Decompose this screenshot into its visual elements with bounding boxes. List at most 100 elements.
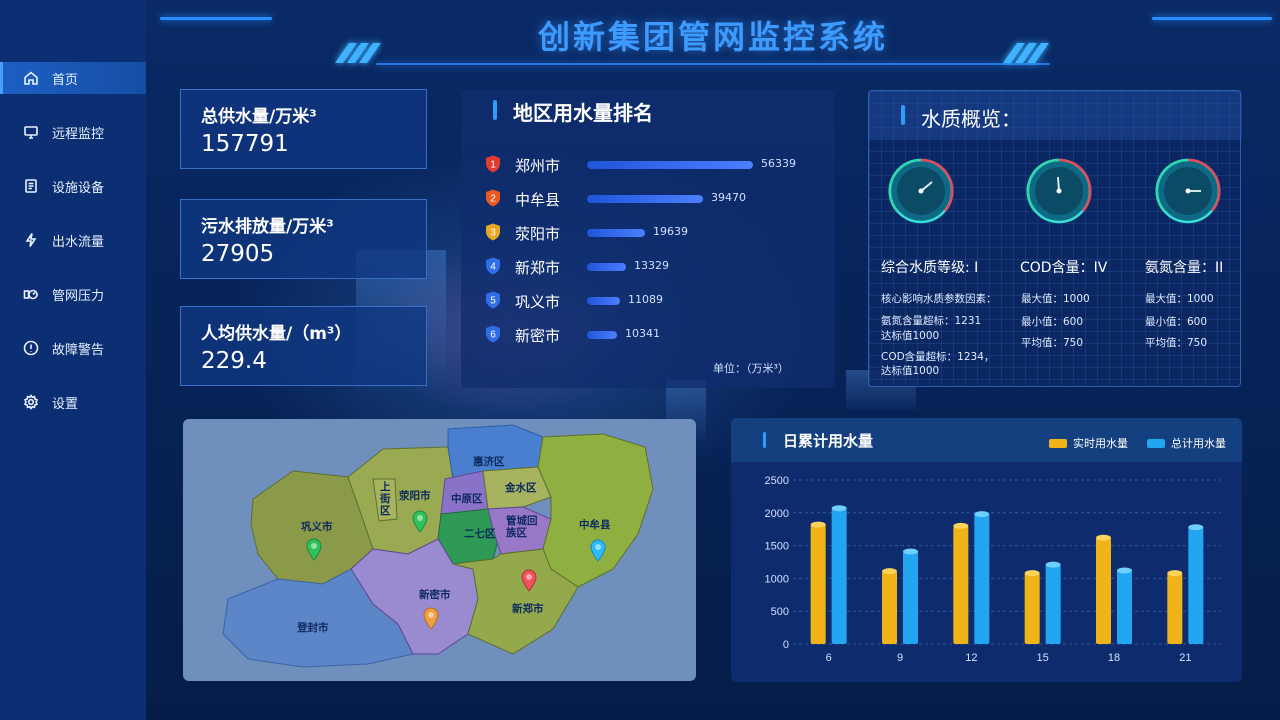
map-marker-gongyi[interactable]	[305, 537, 323, 561]
quality-stat: 平均值：750	[1021, 337, 1084, 349]
header-decor-line	[376, 63, 1050, 65]
map-region-jinshui[interactable]	[482, 466, 552, 510]
sidebar-item-label: 首页	[52, 72, 79, 88]
svg-text:6: 6	[490, 330, 496, 341]
map-marker-xinzheng[interactable]	[520, 568, 538, 592]
ranking-city: 郑州市	[515, 157, 561, 175]
bar	[974, 514, 990, 644]
sidebar-item-facilities[interactable]: 设施设备	[0, 170, 146, 202]
chart-title: 日累计用水量	[783, 432, 874, 450]
bar	[1117, 570, 1132, 644]
map-region-zhongmou[interactable]	[537, 433, 654, 588]
sidebar-item-remote-monitor[interactable]: 远程监控	[0, 116, 146, 148]
x-tick-label: 12	[965, 652, 977, 664]
header: 创新集团管网监控系统	[146, 0, 1280, 70]
title-accent-bar	[493, 100, 497, 120]
sidebar-item-fault-alert[interactable]: 故障警告	[0, 332, 146, 364]
water-quality-title: 水质概览：	[921, 107, 1021, 131]
stat-label: 人均供水量/（m³）	[201, 324, 352, 344]
ranking-bar	[587, 229, 645, 237]
quality-note: 核心影响水质参数因素：	[881, 293, 997, 305]
ranking-row[interactable]: 5 巩义市 11089	[485, 288, 825, 314]
quality-note: 达标值1000	[881, 330, 940, 342]
gauge-cod	[1026, 158, 1092, 224]
ranking-row[interactable]: 6 新密市 10341	[485, 322, 825, 348]
bar	[810, 524, 826, 644]
svg-text:1: 1	[490, 160, 496, 171]
quality-stat: 最小值：600	[1021, 316, 1084, 328]
quality-stat: 最小值：600	[1145, 316, 1208, 328]
bar	[1188, 527, 1204, 644]
bar-cap	[1045, 561, 1061, 568]
ranking-bar	[587, 297, 620, 305]
ranking-row[interactable]: 4 新郑市 13329	[485, 254, 825, 280]
title-accent-bar	[763, 432, 766, 448]
bar	[903, 551, 918, 644]
bar-cap	[903, 548, 918, 555]
ranking-row[interactable]: 1 郑州市 56339	[485, 152, 825, 178]
stat-card-total-supply: 总供水量/万米³ 157791	[180, 89, 427, 169]
region-map[interactable]: 惠济区 上街区 荥阳市 中原区 金水区 巩义市 二七区 管城回族区 中牟县 新密…	[183, 419, 696, 681]
bar	[1096, 537, 1111, 644]
ranking-row[interactable]: 2 中牟县 39470	[485, 186, 825, 212]
bar-cap	[974, 511, 990, 518]
quality-stat: 最大值：1000	[1145, 293, 1214, 305]
sidebar-item-outflow[interactable]: 出水流量	[0, 224, 146, 256]
quality-note: 氨氮含量超标：1231	[881, 315, 982, 327]
map-marker-xingyang[interactable]	[411, 509, 429, 533]
region-map-svg	[222, 424, 654, 668]
svg-text:2: 2	[490, 194, 496, 205]
stat-card-sewage: 污水排放量/万米³ 27905	[180, 199, 427, 279]
ranking-value: 10341	[625, 327, 660, 340]
water-quality-panel: 水质概览： 综合水质等级: I COD含量：IV 氨氮含量：II 核心影响水质参…	[868, 90, 1242, 387]
bar	[831, 508, 847, 644]
legend-item-realtime[interactable]: 实时用水量	[1049, 435, 1128, 451]
y-tick-label: 1000	[765, 573, 789, 585]
sidebar-item-pipe-pressure[interactable]: 管网压力	[0, 278, 146, 310]
y-tick-label: 2000	[765, 508, 789, 520]
map-region-shangjie[interactable]	[372, 478, 398, 522]
map-label: 荥阳市	[399, 490, 431, 502]
bar-cap	[831, 505, 847, 512]
daily-usage-chart-panel: 日累计用水量 实时用水量 总计用水量 2500 2000 1500 1000 500 0 6…	[731, 418, 1242, 682]
sidebar-item-label: 设施设备	[52, 180, 105, 196]
sidebar-item-settings[interactable]: 设置	[0, 386, 146, 418]
map-region-xinzheng[interactable]	[452, 548, 579, 655]
sidebar-item-label: 故障警告	[52, 342, 105, 358]
ranking-bar	[587, 161, 753, 169]
ranking-bar	[587, 263, 626, 271]
water-quality-header	[869, 91, 1242, 139]
gauge-label: COD含量：IV	[1020, 260, 1108, 276]
ranking-city: 荥阳市	[515, 225, 561, 243]
y-tick-label: 500	[771, 606, 789, 618]
bar-chart: 2500 2000 1500 1000 500 0 6 9 12 15 18 21	[765, 475, 1221, 664]
map-label: 中原区	[451, 493, 483, 505]
title-accent-bar	[901, 105, 905, 125]
ranking-panel: 地区用水量排名 1 郑州市 56339 2 中牟县 39470 3 荥阳市 19639 4 新郑市 1…	[461, 90, 835, 388]
sidebar-item-home[interactable]: 首页	[0, 62, 146, 94]
ranking-bar	[587, 331, 617, 339]
ranking-bar	[587, 195, 703, 203]
ranking-value: 56339	[761, 157, 796, 170]
y-tick-label: 2500	[765, 475, 789, 487]
lightning-icon	[22, 231, 40, 249]
legend-item-total[interactable]: 总计用水量	[1147, 435, 1226, 451]
sidebar-item-label: 远程监控	[52, 126, 105, 142]
stat-label: 污水排放量/万米³	[201, 217, 334, 237]
ranking-city: 中牟县	[515, 191, 561, 209]
document-icon	[22, 177, 40, 195]
rank-badge-icon: 5	[486, 291, 500, 309]
bar	[1167, 573, 1183, 644]
map-label: 新密市	[419, 589, 451, 601]
ranking-row[interactable]: 3 荥阳市 19639	[485, 220, 825, 246]
bar-cap	[810, 521, 826, 528]
bar-cap	[882, 568, 897, 575]
header-decor-line	[160, 17, 272, 20]
ranking-unit: 单位：（万米³）	[713, 362, 789, 375]
y-tick-label: 0	[783, 639, 789, 651]
map-label: 二七区	[464, 528, 496, 540]
map-marker-zhongmou[interactable]	[589, 538, 607, 562]
map-marker-xinmi[interactable]	[422, 606, 440, 630]
rank-badge-icon: 2	[486, 189, 500, 207]
ranking-value: 13329	[634, 259, 669, 272]
